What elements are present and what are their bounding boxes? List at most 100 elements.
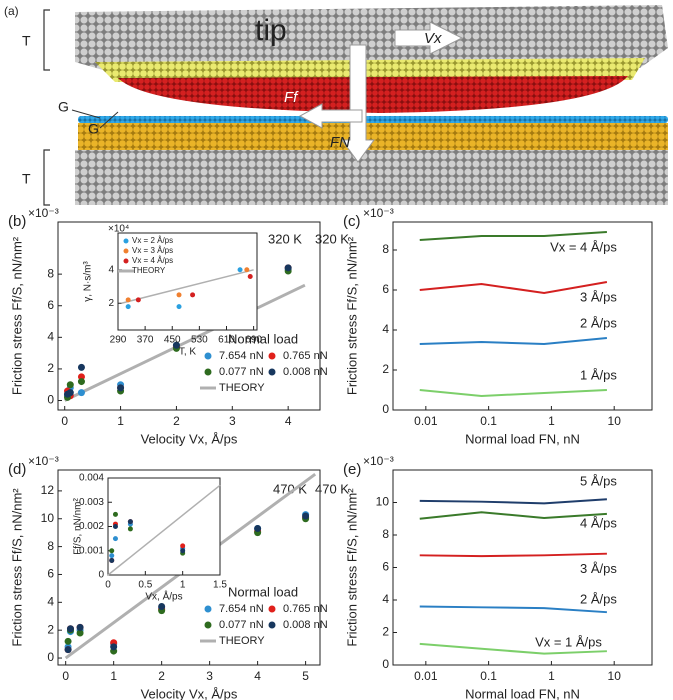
x-tick-label: 0.1 xyxy=(480,414,497,428)
series-line xyxy=(419,605,607,614)
x-axis-label: Normal load FN, nN xyxy=(465,431,580,446)
x-axis-label: T, K xyxy=(179,347,197,358)
y-tick-label: 0.004 xyxy=(79,473,104,484)
y-tick-label: 2 xyxy=(47,361,54,375)
y-axis-label: Friction stress Ff/S, nN/nm² xyxy=(344,488,359,647)
line-label: 3 Å/ps xyxy=(580,561,617,576)
data-point xyxy=(112,511,118,517)
series-line xyxy=(107,484,221,576)
data-point xyxy=(127,526,133,532)
y-axis-label: Friction stress Ff/S, nN/nm² xyxy=(9,236,24,395)
x-tick-label: 0.01 xyxy=(414,669,438,683)
plot-frame xyxy=(392,221,653,411)
data-point xyxy=(66,381,74,389)
line-label: 2 Å/ps xyxy=(580,592,617,607)
panel-label: (a) xyxy=(4,4,19,18)
x-tick-label: 10 xyxy=(608,669,622,683)
y-tick-label: 0.002 xyxy=(79,521,104,532)
chart: 0.01 0.1 1 10 0 2 4 6 8 Normal load FN, nN Frictio… xyxy=(315,206,653,446)
data-point xyxy=(135,297,141,303)
series-line xyxy=(419,642,607,655)
legend-label: THEORY xyxy=(219,382,265,394)
y-axis-label: Ff/S, nN/nm² xyxy=(73,497,84,554)
series-line xyxy=(419,511,607,520)
data-point xyxy=(284,264,292,272)
y-tick-label: 4 xyxy=(382,592,389,606)
x-tick-label: 0.1 xyxy=(480,669,497,683)
x-tick-label: 0.5 xyxy=(138,580,152,591)
data-point xyxy=(158,603,166,610)
x-tick-label: 530 xyxy=(191,335,208,346)
substrate-top xyxy=(78,123,668,150)
y-tick-label: 0.003 xyxy=(79,497,104,508)
legend-swatch xyxy=(123,248,129,254)
legend-label: THEORY xyxy=(219,635,265,647)
data-point xyxy=(117,384,125,392)
legend-label: 7.654 nN xyxy=(219,603,264,615)
x-tick-label: 1 xyxy=(180,580,186,591)
data-point xyxy=(127,519,133,525)
line-label: 3 Å/ps xyxy=(580,289,617,304)
data-point xyxy=(77,389,85,397)
tip-label: tip xyxy=(255,14,287,47)
panel-label: (e) xyxy=(343,461,361,478)
x-tick-label: 2 xyxy=(158,669,165,683)
legend-swatch xyxy=(204,352,212,360)
axis-multiplier: ×10⁻³ xyxy=(363,206,394,220)
velocity-arrow xyxy=(394,21,464,55)
data-point xyxy=(244,267,250,273)
x-tick-label: 1 xyxy=(110,669,117,683)
panel-label: (c) xyxy=(343,213,361,230)
x-tick-label: 5 xyxy=(302,669,309,683)
y-tick-label: 6 xyxy=(382,282,389,296)
legend-title: Normal load xyxy=(228,584,298,599)
x-tick-label: 3 xyxy=(206,669,213,683)
x-axis-label: Velocity Vx, Å/ps xyxy=(141,686,238,700)
tip-graphene xyxy=(95,58,645,82)
tip-block xyxy=(75,5,668,72)
data-point xyxy=(109,553,115,559)
legend-swatch xyxy=(268,352,276,360)
data-point xyxy=(66,625,74,633)
x-tick-label: 610 xyxy=(218,335,235,346)
y-tick-label: 8 xyxy=(47,539,54,553)
y-tick-label: 2 xyxy=(108,298,114,309)
layer-label: G xyxy=(58,99,69,115)
line-label: Vx = 4 Å/ps xyxy=(550,239,617,254)
velocity-label: Vx xyxy=(424,30,442,47)
data-point xyxy=(125,297,131,303)
series-line xyxy=(419,231,607,241)
data-point xyxy=(172,341,180,349)
normal-force-label: FN xyxy=(330,134,350,151)
legend-swatch xyxy=(268,368,276,376)
series-line xyxy=(419,281,608,295)
y-tick-label: 8 xyxy=(382,527,389,541)
legend-swatch xyxy=(204,605,212,613)
axis-multiplier: ×10⁴ xyxy=(108,224,129,235)
line-label: 4 Å/ps xyxy=(580,515,617,530)
y-tick-label: 0 xyxy=(382,657,389,671)
legend-label: Vx = 4 Å/ps xyxy=(132,256,173,265)
data-point xyxy=(77,378,85,386)
y-tick-label: 2 xyxy=(47,622,54,636)
data-point xyxy=(190,292,196,298)
data-point xyxy=(112,536,118,542)
chart: 0 0.5 1 1.5 0 0.001 0.002 0.003 0.004 Vx, Å/ps Ff/… xyxy=(73,473,228,603)
data-point xyxy=(64,646,72,654)
data-point xyxy=(254,525,262,532)
x-tick-label: 0 xyxy=(62,669,69,683)
substrate-graphene xyxy=(78,116,668,123)
legend-label: 0.077 nN xyxy=(219,366,264,378)
panel-label: (b) xyxy=(8,213,26,230)
legend-label: 7.654 nN xyxy=(219,350,264,362)
annotation: 320 K xyxy=(268,231,302,246)
panel-a: (a) tip T T G G Vx Ff FN xyxy=(4,4,668,206)
legend-swatch xyxy=(268,605,276,613)
data-point xyxy=(125,304,131,310)
y-tick-label: 0 xyxy=(47,393,54,407)
y-tick-label: 2 xyxy=(382,362,389,376)
data-point xyxy=(109,557,115,563)
y-tick-label: 10 xyxy=(376,495,390,509)
